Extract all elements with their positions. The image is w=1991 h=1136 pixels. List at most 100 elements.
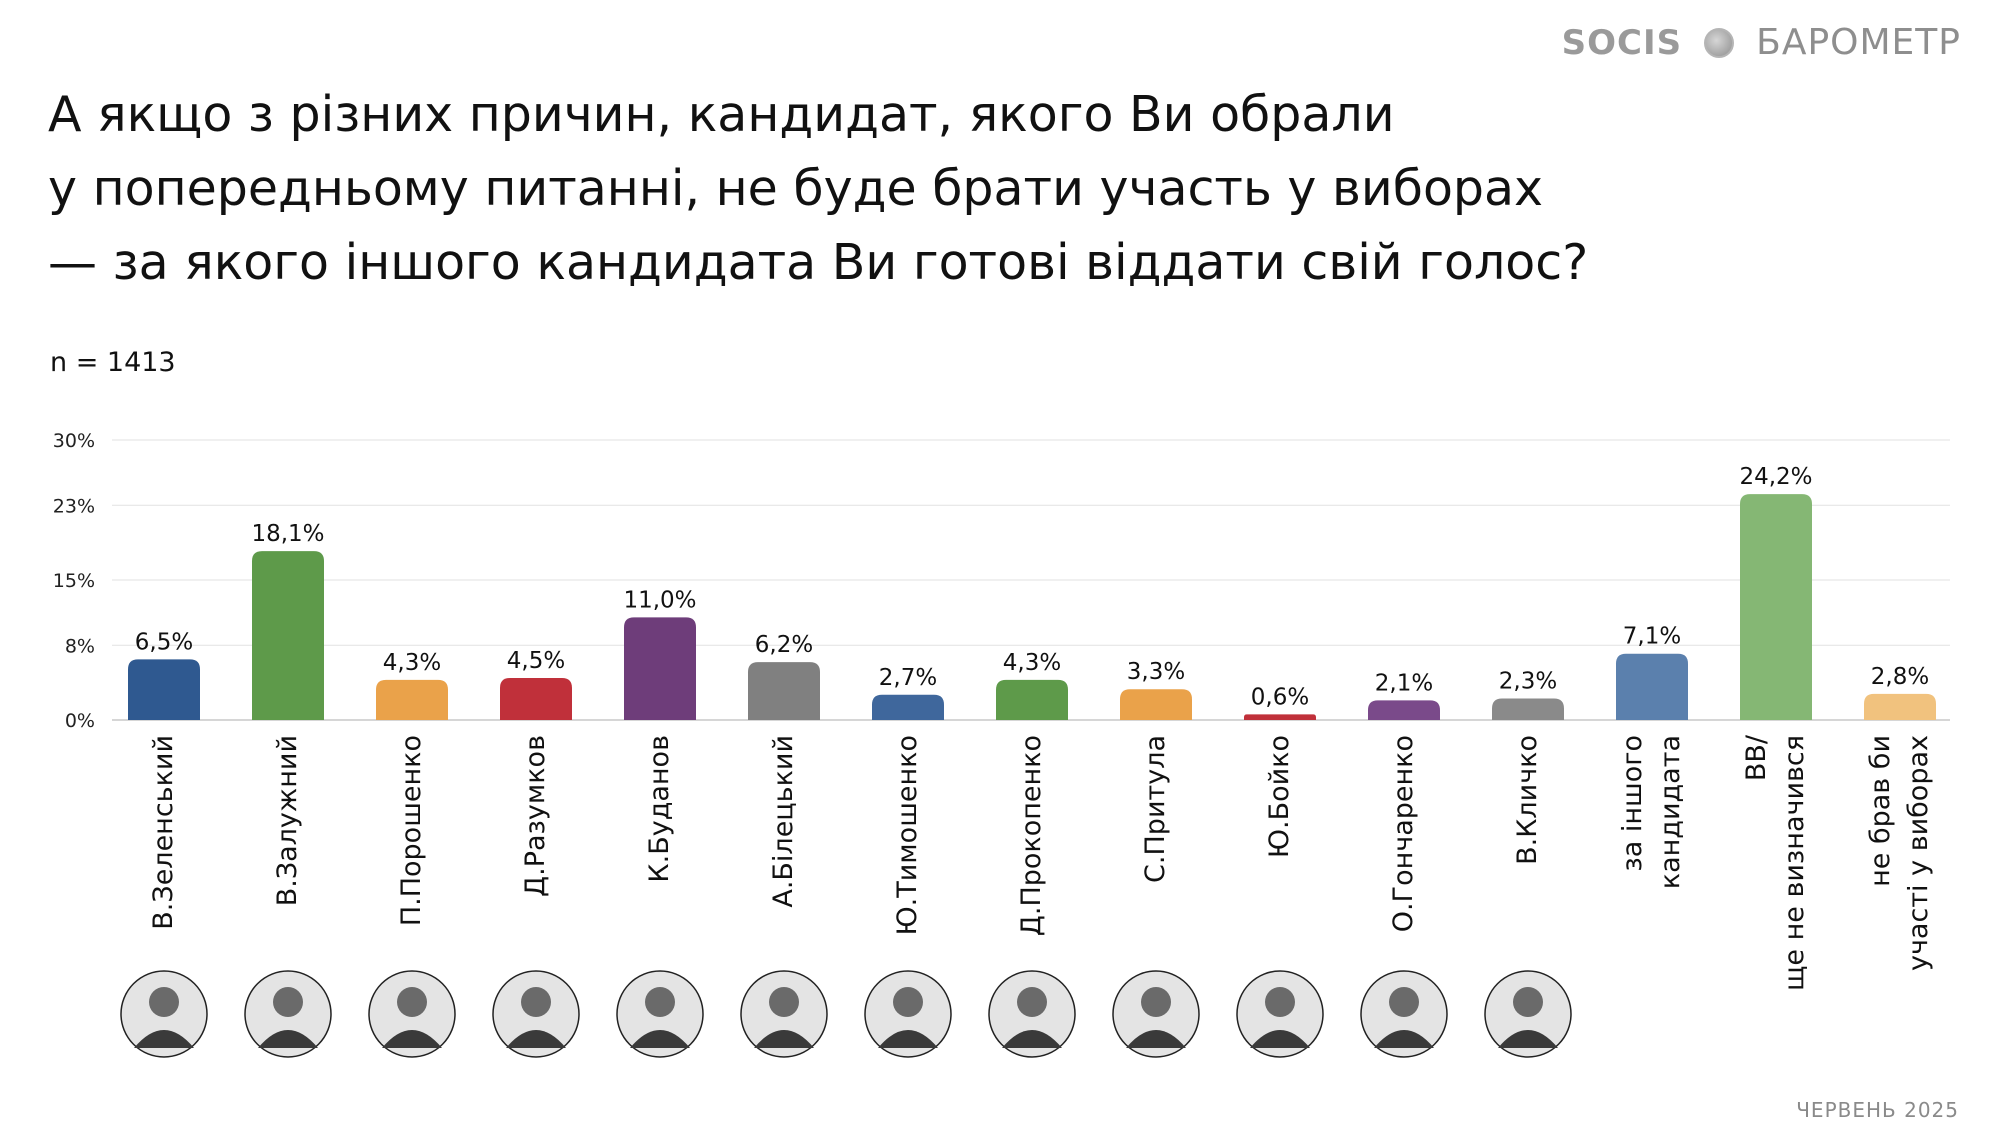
category-label: за іншого кандидата (1617, 735, 1686, 889)
value-label: 4,3% (1003, 650, 1061, 676)
bar (1864, 693, 1936, 720)
category-label: не брав би участі у виборах (1865, 735, 1934, 971)
value-label: 3,3% (1127, 659, 1185, 685)
y-tick-label: 8% (65, 635, 95, 657)
portrait-head-icon (149, 987, 179, 1017)
bar (624, 617, 696, 720)
portrait-shoulders-icon (878, 1030, 938, 1048)
bar (1492, 698, 1564, 720)
y-tick-label: 23% (53, 495, 95, 517)
portrait-shoulders-icon (1498, 1030, 1558, 1048)
category-label: К.Буданов (644, 735, 675, 883)
survey-date: ЧЕРВЕНЬ 2025 (1796, 1098, 1959, 1122)
value-label: 7,1% (1623, 624, 1681, 650)
title-line-1: А якщо з різних причин, кандидат, якого … (48, 86, 1395, 143)
value-label: 0,6% (1251, 684, 1309, 710)
value-label: 24,2% (1739, 464, 1812, 490)
value-label: 18,1% (251, 521, 324, 547)
portrait-shoulders-icon (754, 1030, 814, 1048)
portrait-shoulders-icon (1250, 1030, 1310, 1048)
bar (1368, 700, 1440, 720)
portrait-shoulders-icon (1374, 1030, 1434, 1048)
category-label-line: ВВ/ (1741, 734, 1772, 781)
category-label: В.Кличко (1512, 735, 1543, 865)
value-label: 4,3% (383, 650, 441, 676)
portrait-head-icon (1265, 987, 1295, 1017)
category-label: А.Білецький (768, 735, 799, 908)
bar (748, 662, 820, 720)
bar (128, 659, 200, 720)
value-label: 6,2% (755, 632, 813, 658)
bar (252, 551, 324, 720)
portrait-shoulders-icon (134, 1030, 194, 1048)
portrait-head-icon (521, 987, 551, 1017)
bar (1740, 494, 1812, 720)
bar (1616, 653, 1688, 720)
bar (376, 679, 448, 720)
category-label: Ю.Бойко (1264, 735, 1295, 858)
portrait-shoulders-icon (1126, 1030, 1186, 1048)
category-label: В.Залужний (272, 735, 303, 906)
category-label-line: А.Білецький (768, 735, 799, 908)
portrait-shoulders-icon (258, 1030, 318, 1048)
category-label: П.Порошенко (396, 735, 427, 926)
category-label: Ю.Тимошенко (892, 735, 923, 935)
portrait-head-icon (1017, 987, 1047, 1017)
category-label-line: Д.Прокопенко (1016, 735, 1047, 936)
category-label-line: П.Порошенко (396, 735, 427, 926)
category-label: ВВ/ще не визначився (1741, 734, 1810, 991)
portrait-shoulders-icon (1002, 1030, 1062, 1048)
bar (996, 679, 1068, 720)
title-line-2: у попередньому питанні, не буде брати уч… (48, 160, 1544, 217)
socis-logo: SOCIS (1561, 22, 1683, 63)
value-label: 2,8% (1871, 664, 1929, 690)
category-label-line: Ю.Тимошенко (892, 735, 923, 935)
portrait-head-icon (1513, 987, 1543, 1017)
category-label-line: В.Залужний (272, 735, 303, 906)
value-label: 2,3% (1499, 669, 1557, 695)
value-label: 6,5% (135, 629, 193, 655)
category-label-line: участі у виборах (1903, 735, 1934, 971)
y-tick-label: 0% (65, 710, 95, 732)
value-label: 11,0% (623, 587, 696, 613)
bar (872, 694, 944, 720)
portrait-head-icon (397, 987, 427, 1017)
category-label-line: не брав би (1865, 735, 1896, 887)
title-line-3: — за якого іншого кандидата Ви готові ві… (48, 234, 1589, 291)
portrait-head-icon (769, 987, 799, 1017)
category-label: Д.Прокопенко (1016, 735, 1047, 936)
value-label: 2,7% (879, 665, 937, 691)
category-label-line: В.Зеленський (148, 735, 179, 930)
value-label: 2,1% (1375, 670, 1433, 696)
y-tick-label: 15% (53, 570, 95, 592)
category-label-line: ще не визначився (1779, 735, 1810, 991)
category-label-line: Д.Разумков (520, 735, 551, 897)
category-label-line: К.Буданов (644, 735, 675, 883)
portrait-head-icon (273, 987, 303, 1017)
portrait-shoulders-icon (382, 1030, 442, 1048)
barometer-label: БАРОМЕТР (1756, 22, 1961, 63)
category-label-line: Ю.Бойко (1264, 735, 1295, 858)
question-title: А якщо з різних причин, кандидат, якого … (48, 78, 1748, 300)
portrait-shoulders-icon (630, 1030, 690, 1048)
bar (500, 678, 572, 720)
category-label-line: за іншого (1617, 735, 1648, 872)
globe-icon (1704, 27, 1735, 58)
category-label-line: С.Притула (1140, 735, 1171, 883)
portrait-shoulders-icon (506, 1030, 566, 1048)
portrait-head-icon (893, 987, 923, 1017)
bar (1244, 714, 1316, 720)
category-label: С.Притула (1140, 735, 1171, 883)
category-label-line: кандидата (1655, 735, 1686, 889)
category-label: О.Гончаренко (1388, 735, 1419, 932)
value-label: 4,5% (507, 648, 565, 674)
category-label-line: В.Кличко (1512, 735, 1543, 865)
portrait-head-icon (1141, 987, 1171, 1017)
bar (1120, 689, 1192, 720)
category-label: В.Зеленський (148, 735, 179, 930)
portrait-head-icon (1389, 987, 1419, 1017)
y-tick-label: 30% (53, 430, 95, 452)
category-label: Д.Разумков (520, 735, 551, 897)
brand-header: SOCIS БАРОМЕТР (1562, 22, 1961, 63)
